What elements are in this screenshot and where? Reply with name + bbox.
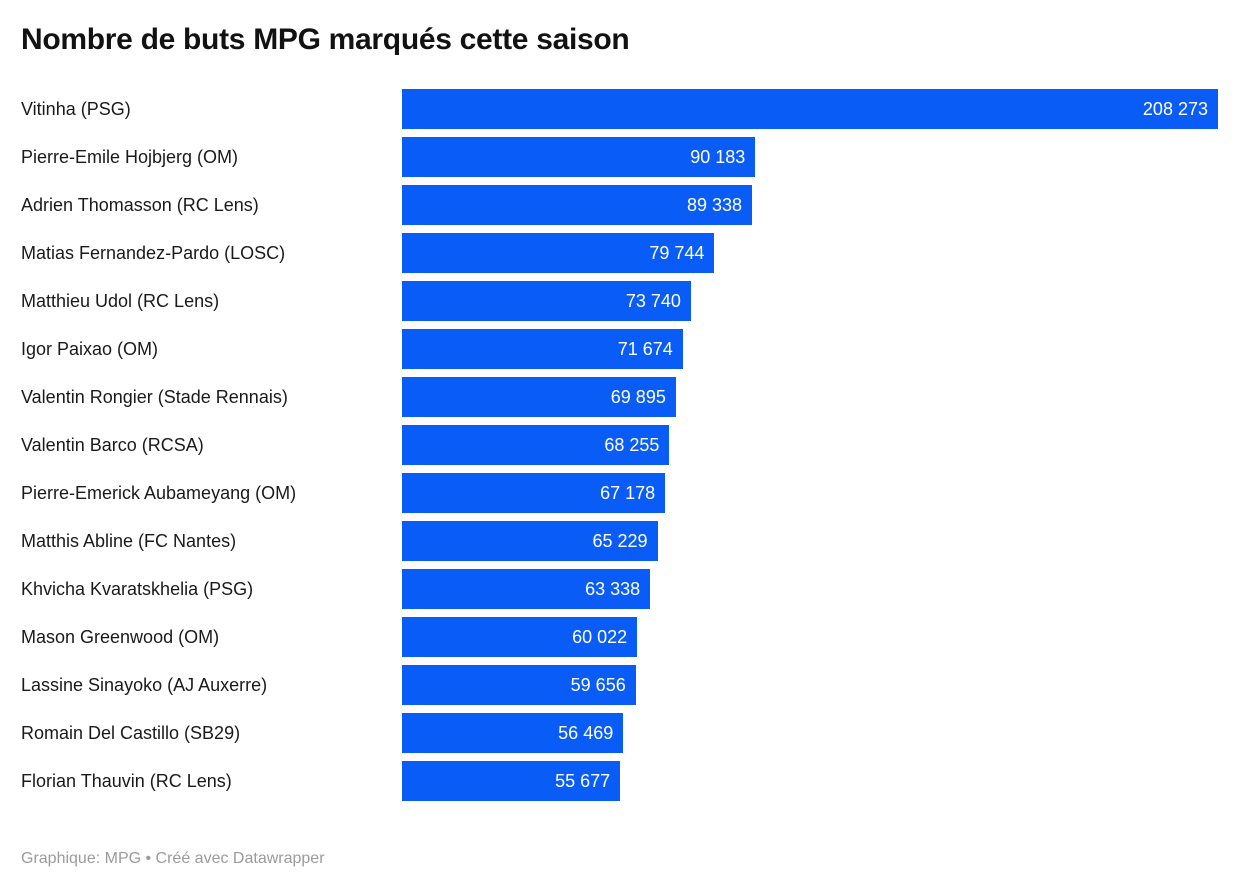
bar-row: Florian Thauvin (RC Lens) 55 677 (21, 757, 1218, 805)
bar-track: 63 338 (402, 569, 1218, 609)
bar-track: 55 677 (402, 761, 1218, 801)
bar: 63 338 (402, 569, 651, 609)
bar-track: 56 469 (402, 713, 1218, 753)
bar-label: Khvicha Kvaratskhelia (PSG) (21, 579, 254, 599)
bar-value: 60 022 (572, 626, 628, 647)
bar-value: 79 744 (649, 242, 705, 263)
bar-track: 65 229 (402, 521, 1218, 561)
bar-row: Igor Paixao (OM) 71 674 (21, 325, 1218, 373)
bar-label: Valentin Barco (RCSA) (21, 435, 204, 455)
bar-row: Mason Greenwood (OM) 60 022 (21, 613, 1218, 661)
bar-row: Pierre-Emerick Aubameyang (OM) 67 178 (21, 469, 1218, 517)
bar-track: 89 338 (402, 185, 1218, 225)
bar-track: 67 178 (402, 473, 1218, 513)
bar: 90 183 (402, 137, 756, 177)
bar-value: 63 338 (585, 578, 641, 599)
bar-row: Vitinha (PSG) 208 273 (21, 85, 1218, 133)
bar-value: 89 338 (686, 194, 743, 215)
bar-value: 67 178 (600, 482, 656, 503)
bar-row: Valentin Rongier (Stade Rennais) 69 895 (21, 373, 1218, 421)
bar-row: Khvicha Kvaratskhelia (PSG) 63 338 (21, 565, 1218, 613)
bar-row: Lassine Sinayoko (AJ Auxerre) 59 656 (21, 661, 1218, 709)
bar-track: 90 183 (402, 137, 1218, 177)
bar-label: Florian Thauvin (RC Lens) (21, 771, 232, 791)
bar-row: Matthieu Udol (RC Lens) 73 740 (21, 277, 1218, 325)
bar-row: Matthis Abline (FC Nantes) 65 229 (21, 517, 1218, 565)
bar: 73 740 (402, 281, 691, 321)
bar-value: 65 229 (592, 530, 648, 551)
bar-label: Igor Paixao (OM) (21, 339, 159, 359)
bar-value: 59 656 (570, 674, 626, 695)
bar-value: 208 273 (1142, 98, 1208, 119)
bar-row: Valentin Barco (RCSA) 68 255 (21, 421, 1218, 469)
bar-value: 73 740 (625, 290, 681, 311)
bar-row: Romain Del Castillo (SB29) 56 469 (21, 709, 1218, 757)
bar: 67 178 (402, 473, 666, 513)
bar-track: 79 744 (402, 233, 1218, 273)
bar-label: Matthieu Udol (RC Lens) (21, 291, 220, 311)
bar-track: 208 273 (402, 89, 1218, 129)
chart-rows: Vitinha (PSG) 208 273 Pierre-Emile Hojbj… (21, 85, 1218, 805)
bar-label: Vitinha (PSG) (21, 99, 131, 119)
bar-label: Valentin Rongier (Stade Rennais) (21, 387, 288, 407)
bar: 71 674 (402, 329, 683, 369)
bar-value: 90 183 (690, 146, 746, 167)
bar-value: 68 255 (604, 434, 660, 455)
bar-row: Adrien Thomasson (RC Lens) 89 338 (21, 181, 1218, 229)
bar: 89 338 (402, 185, 753, 225)
bar: 59 656 (402, 665, 636, 705)
bar: 68 255 (402, 425, 670, 465)
bar-label: Romain Del Castillo (SB29) (21, 723, 241, 743)
bar-label: Matias Fernandez-Pardo (LOSC) (21, 243, 286, 263)
bar-label: Matthis Abline (FC Nantes) (21, 531, 237, 551)
bar-value: 69 895 (610, 386, 666, 407)
bar-track: 68 255 (402, 425, 1218, 465)
bar-track: 71 674 (402, 329, 1218, 369)
bar-row: Matias Fernandez-Pardo (LOSC) 79 744 (21, 229, 1218, 277)
bar-track: 69 895 (402, 377, 1218, 417)
bar: 60 022 (402, 617, 638, 657)
bar-value: 55 677 (555, 770, 611, 791)
chart-footer: Graphique: MPG • Créé avec Datawrapper (21, 850, 325, 867)
bar-label: Mason Greenwood (OM) (21, 627, 220, 647)
bar: 208 273 (402, 89, 1218, 129)
bar-row: Pierre-Emile Hojbjerg (OM) 90 183 (21, 133, 1218, 181)
bar-value: 56 469 (558, 722, 614, 743)
bar: 69 895 (402, 377, 676, 417)
bar-label: Pierre-Emerick Aubameyang (OM) (21, 483, 297, 503)
bar-track: 59 656 (402, 665, 1218, 705)
bar-label: Adrien Thomasson (RC Lens) (21, 195, 259, 215)
bar-track: 73 740 (402, 281, 1218, 321)
chart-title: Nombre de buts MPG marqués cette saison (21, 23, 630, 56)
bar-track: 60 022 (402, 617, 1218, 657)
bar: 56 469 (402, 713, 624, 753)
bar: 79 744 (402, 233, 715, 273)
bar-value: 71 674 (617, 338, 673, 359)
bar: 55 677 (402, 761, 621, 801)
bar-label: Pierre-Emile Hojbjerg (OM) (21, 147, 239, 167)
bar: 65 229 (402, 521, 658, 561)
bar-label: Lassine Sinayoko (AJ Auxerre) (21, 675, 268, 695)
